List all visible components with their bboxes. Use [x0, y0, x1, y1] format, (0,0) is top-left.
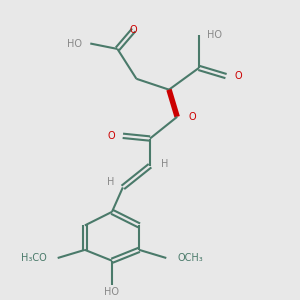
Text: H: H	[161, 159, 168, 169]
Text: HO: HO	[104, 287, 119, 297]
Text: O: O	[188, 112, 196, 122]
Text: H: H	[107, 177, 115, 187]
Text: OCH₃: OCH₃	[177, 253, 203, 263]
Text: H₃CO: H₃CO	[21, 253, 47, 263]
Text: HO: HO	[67, 38, 82, 49]
Text: O: O	[234, 71, 242, 81]
Text: O: O	[107, 131, 115, 141]
Text: O: O	[130, 25, 137, 35]
Text: HO: HO	[207, 30, 222, 40]
